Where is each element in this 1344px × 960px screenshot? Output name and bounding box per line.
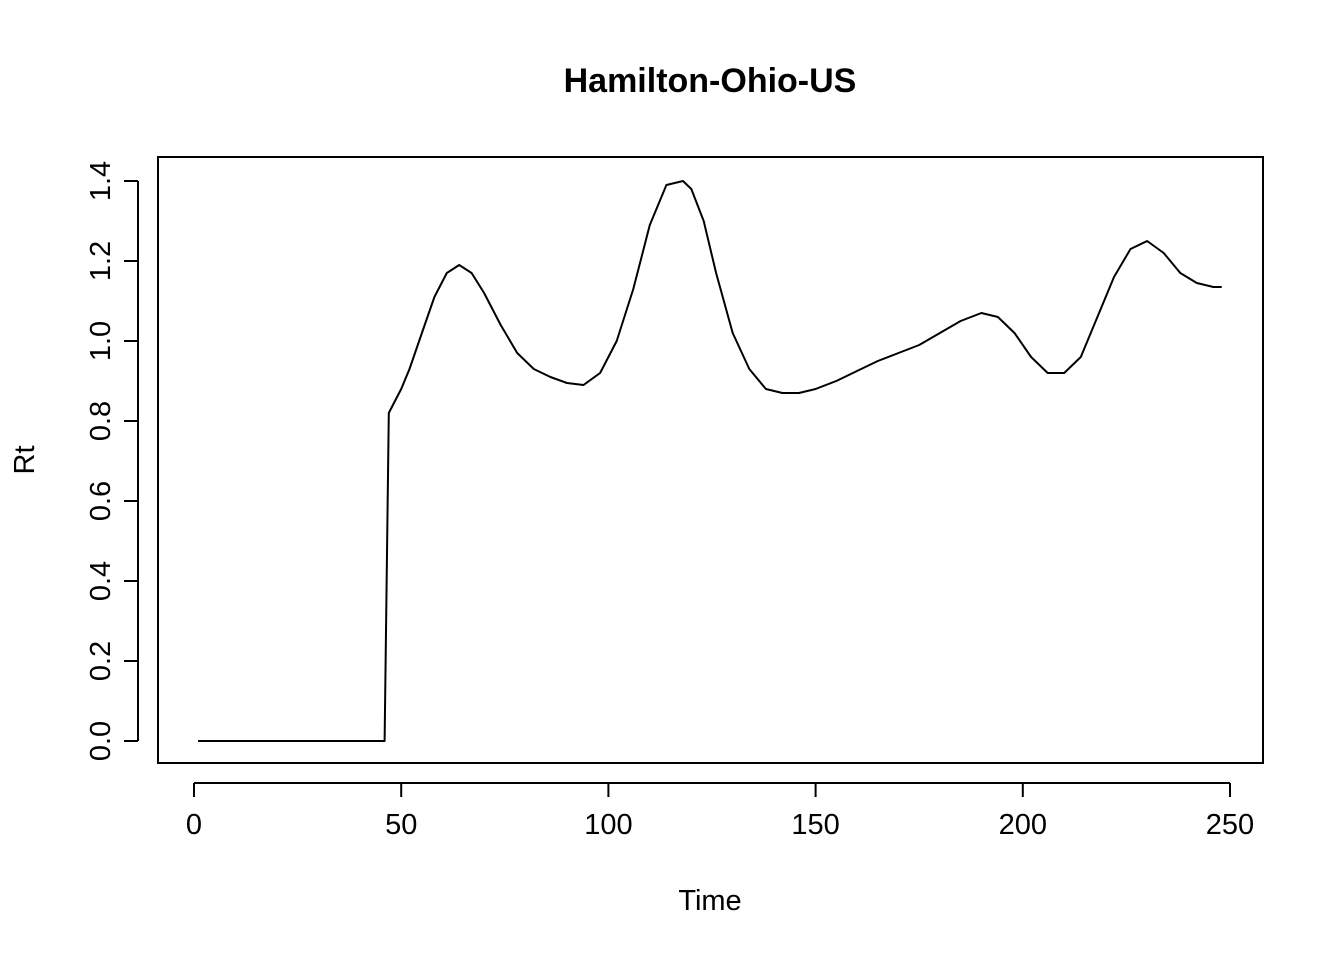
rt-series-line	[198, 180, 1222, 742]
x-tick-label: 150	[791, 809, 839, 841]
x-tick-label: 250	[1206, 809, 1254, 841]
chart-title: Hamilton-Ohio-US	[564, 62, 857, 100]
x-tick-label: 50	[385, 809, 417, 841]
y-tick-label: 1.4	[85, 161, 117, 201]
y-tick-label: 1.2	[85, 241, 117, 281]
x-axis-ticks: 0 50 100 150 200 250	[186, 783, 1254, 841]
y-tick-label: 1.0	[85, 321, 117, 361]
y-tick-label: 0.0	[85, 721, 117, 761]
y-tick-label: 0.6	[85, 481, 117, 521]
x-tick-label: 100	[584, 809, 632, 841]
series-layer	[198, 180, 1222, 742]
x-axis-label: Time	[678, 885, 741, 917]
y-tick-label: 0.2	[85, 641, 117, 681]
x-tick-label: 200	[999, 809, 1047, 841]
x-tick-label: 0	[186, 809, 202, 841]
y-axis-ticks: 0.0 0.2 0.4 0.6 0.8 1.0 1.2 1.4	[85, 161, 138, 761]
y-axis-label: Rt	[9, 446, 41, 475]
plot-frame	[157, 156, 1264, 764]
y-tick-label: 0.8	[85, 401, 117, 441]
y-tick-label: 0.4	[85, 561, 117, 601]
